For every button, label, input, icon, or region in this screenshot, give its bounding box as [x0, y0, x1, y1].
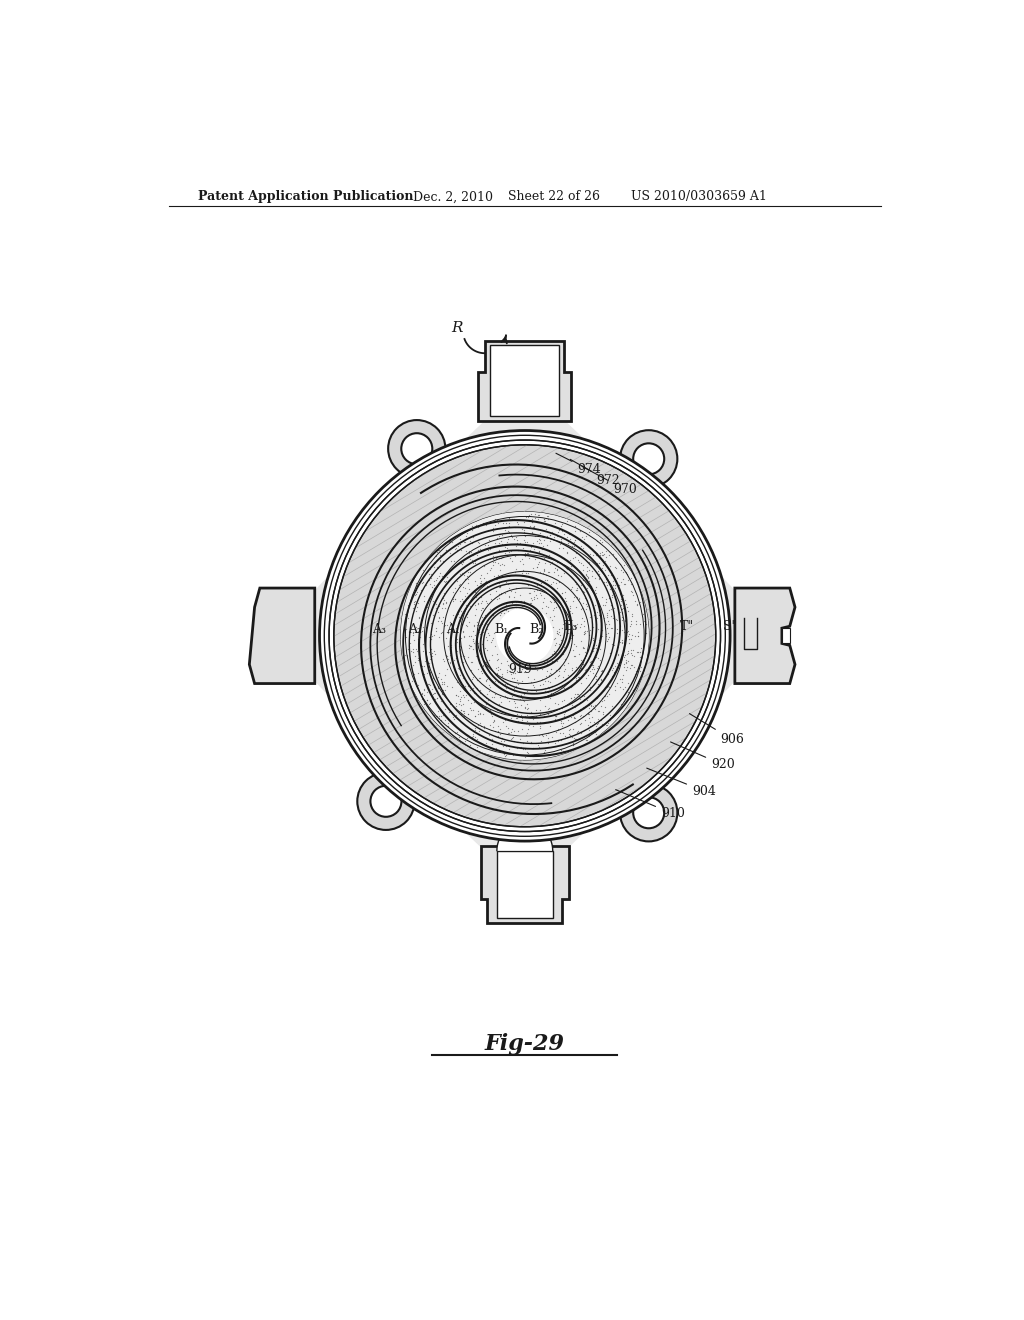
Polygon shape — [501, 359, 801, 660]
Text: US 2010/0303659 A1: US 2010/0303659 A1 — [631, 190, 767, 203]
Text: 904: 904 — [647, 768, 716, 797]
Circle shape — [621, 784, 677, 841]
Text: Patent Application Publication: Patent Application Publication — [199, 190, 414, 203]
Text: 919: 919 — [508, 663, 531, 676]
Text: A₂: A₂ — [408, 623, 422, 636]
Polygon shape — [249, 359, 549, 660]
Circle shape — [286, 397, 764, 875]
Polygon shape — [249, 589, 314, 684]
Circle shape — [621, 430, 677, 487]
Text: S": S" — [723, 620, 737, 632]
Circle shape — [329, 440, 721, 832]
Polygon shape — [490, 346, 559, 416]
Text: A₁: A₁ — [446, 623, 460, 636]
Circle shape — [334, 445, 716, 826]
Text: Sheet 22 of 26: Sheet 22 of 26 — [508, 190, 600, 203]
Circle shape — [357, 772, 415, 830]
Text: B₃: B₃ — [563, 620, 578, 634]
Circle shape — [319, 430, 730, 841]
Text: 972: 972 — [570, 459, 621, 487]
Circle shape — [497, 607, 553, 664]
Text: B₁: B₁ — [494, 623, 508, 636]
Text: 906: 906 — [689, 714, 744, 746]
Text: B₂: B₂ — [529, 623, 544, 636]
Text: 910: 910 — [615, 789, 685, 820]
Text: 974: 974 — [556, 453, 601, 477]
Circle shape — [633, 444, 665, 474]
Circle shape — [633, 797, 665, 828]
Polygon shape — [249, 611, 549, 912]
Polygon shape — [497, 850, 553, 917]
Polygon shape — [497, 822, 553, 850]
Polygon shape — [735, 589, 795, 684]
Circle shape — [400, 512, 649, 760]
Polygon shape — [501, 611, 801, 912]
Text: Fig-29: Fig-29 — [484, 1032, 565, 1055]
Text: Dec. 2, 2010: Dec. 2, 2010 — [413, 190, 494, 203]
Text: T": T" — [680, 620, 694, 632]
Polygon shape — [478, 341, 571, 421]
Circle shape — [371, 785, 401, 817]
Circle shape — [388, 420, 445, 478]
Polygon shape — [480, 846, 569, 924]
Circle shape — [401, 433, 432, 465]
Text: 970: 970 — [583, 466, 637, 496]
Text: A₃: A₃ — [372, 623, 386, 636]
Text: R: R — [452, 321, 463, 335]
Polygon shape — [286, 397, 764, 875]
Circle shape — [400, 512, 649, 760]
Polygon shape — [782, 628, 790, 643]
Text: 920: 920 — [671, 742, 735, 771]
